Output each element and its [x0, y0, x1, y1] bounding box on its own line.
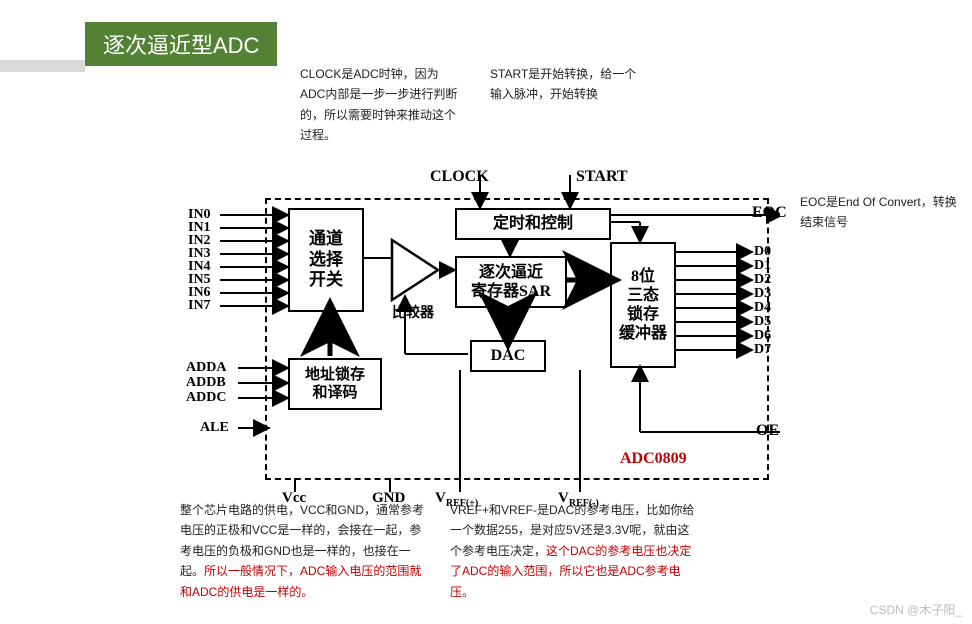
- anno-start: START是开始转换，给一个输入脉冲，开始转换: [490, 64, 640, 105]
- pin-start: START: [576, 168, 628, 186]
- pin-eoc: EOC: [752, 204, 787, 222]
- anno-eoc: EOC是End Of Convert，转换结束信号: [800, 192, 960, 233]
- pin-in7: IN7: [188, 298, 211, 314]
- pin-vrefn: VREF(-): [558, 490, 599, 509]
- pin-addc: ADDC: [186, 390, 226, 406]
- adc-block-diagram: 通道 选择 开关 地址锁存 和译码 定时和控制 逐次逼近 寄存器SAR DAC …: [180, 170, 780, 520]
- pin-d7: D7: [754, 342, 771, 358]
- pin-addb: ADDB: [186, 375, 226, 391]
- page-title: 逐次逼近型ADC: [85, 22, 277, 66]
- pin-adda: ADDA: [186, 360, 226, 376]
- pin-vrefp: VREF(+): [435, 490, 478, 509]
- wires: [180, 170, 780, 520]
- pin-vcc: Vcc: [282, 490, 306, 507]
- watermark: CSDN @木子阳_: [870, 601, 962, 618]
- pin-ale: ALE: [200, 420, 229, 436]
- pin-clock: CLOCK: [430, 168, 489, 186]
- label-comparator: 比较器: [392, 302, 434, 322]
- pin-oe: OE: [756, 422, 779, 440]
- pin-gnd: GND: [372, 490, 405, 507]
- chip-name: ADC0809: [620, 450, 687, 468]
- decorative-strip: [0, 60, 85, 72]
- anno-clock: CLOCK是ADC时钟，因为ADC内部是一步一步进行判断的，所以需要时钟来推动这…: [300, 64, 460, 146]
